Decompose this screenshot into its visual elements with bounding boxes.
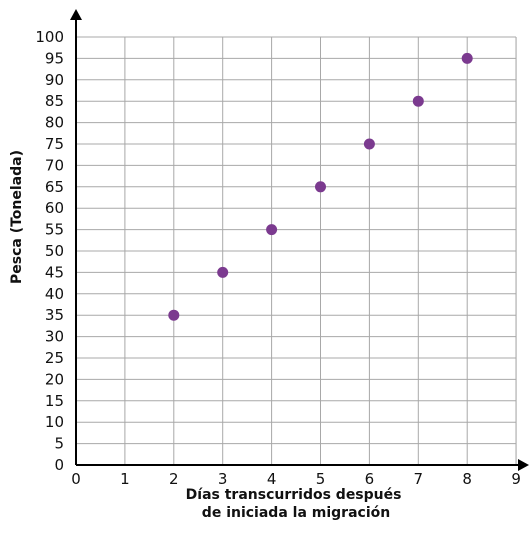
y-tick-label: 55 <box>45 221 64 239</box>
x-tick-label: 8 <box>462 470 472 488</box>
data-point <box>363 138 375 150</box>
y-tick-label: 90 <box>45 71 64 89</box>
x-tick-label: 1 <box>120 470 130 488</box>
data-point <box>412 95 424 107</box>
x-tick-label: 5 <box>316 470 326 488</box>
y-axis-title: Pesca (Tonelada) <box>9 150 25 284</box>
y-tick-label: 50 <box>45 242 64 260</box>
x-tick-label: 3 <box>218 470 228 488</box>
y-tick-label: 70 <box>45 156 64 174</box>
data-point <box>461 52 473 64</box>
y-axis-arrow <box>70 9 82 20</box>
y-tick-label: 95 <box>45 49 64 67</box>
x-tick-label: 4 <box>267 470 277 488</box>
data-point <box>168 309 180 321</box>
x-axis-title-line-2: de iniciada la migración <box>202 505 390 521</box>
y-tick-label: 45 <box>45 263 64 281</box>
x-tick-label: 6 <box>365 470 375 488</box>
y-tick-label: 30 <box>45 328 64 346</box>
x-axis-title: Días transcurridos después de iniciada l… <box>186 487 407 521</box>
grid <box>76 36 517 465</box>
data-point <box>266 224 278 236</box>
x-axis-title-line-1: Días transcurridos después <box>186 487 402 503</box>
x-axis-arrow <box>518 459 529 471</box>
y-tick-label: 60 <box>45 199 64 217</box>
x-tick-label: 0 <box>71 470 81 488</box>
data-point <box>315 181 326 193</box>
axes <box>70 9 529 471</box>
y-tick-label: 40 <box>45 285 64 303</box>
data-point <box>217 266 229 278</box>
y-tick-labels: 0 5 10 15 20 25 30 35 40 45 50 55 60 65 70 75 80 85 90 95 10… <box>35 28 64 474</box>
y-tick-label: 100 <box>35 28 64 46</box>
y-tick-label: 0 <box>54 456 64 474</box>
y-tick-label: 65 <box>45 178 64 196</box>
y-tick-label: 25 <box>45 349 64 367</box>
y-tick-label: 80 <box>45 114 64 132</box>
y-tick-label: 85 <box>45 92 64 110</box>
y-tick-label: 10 <box>45 413 64 431</box>
x-tick-label: 9 <box>511 470 521 488</box>
y-tick-label: 5 <box>54 435 64 453</box>
data-points <box>168 52 473 321</box>
x-tick-label: 2 <box>169 470 179 488</box>
x-tick-labels: 0 1 2 3 4 5 6 7 8 9 <box>71 470 521 488</box>
y-tick-label: 75 <box>45 135 64 153</box>
y-tick-label: 15 <box>45 392 64 410</box>
y-tick-label: 20 <box>45 370 64 388</box>
x-tick-label: 7 <box>414 470 424 488</box>
y-tick-label: 35 <box>45 306 64 324</box>
